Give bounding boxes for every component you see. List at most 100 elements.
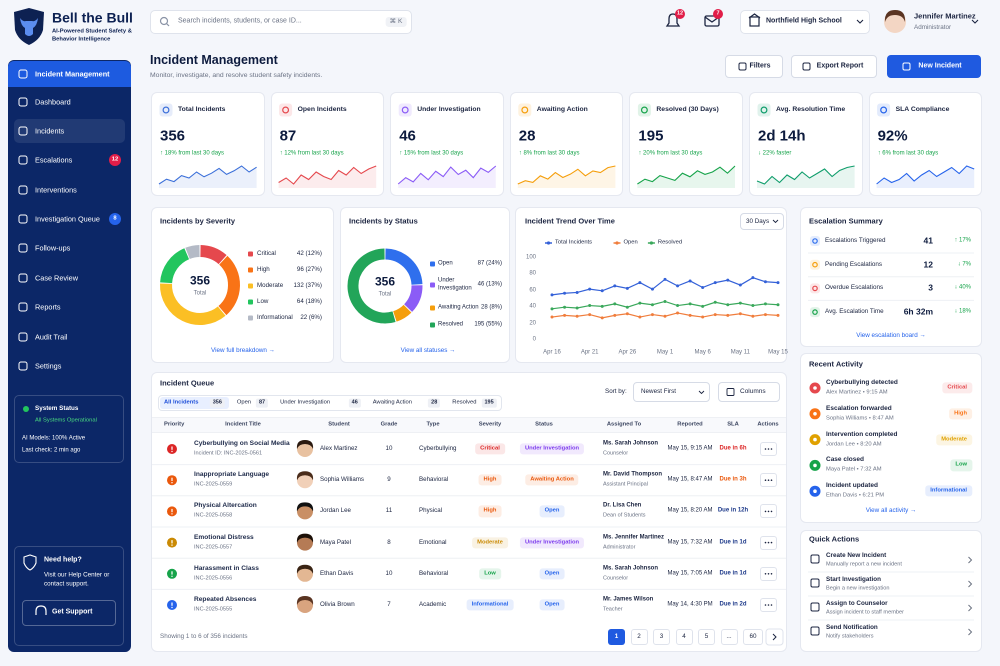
queue-tab-label[interactable]: All Incidents — [164, 399, 199, 406]
incident-title[interactable]: Harassment in Class — [194, 564, 259, 572]
x-tick-label: May 11 — [730, 349, 750, 356]
activity-title: Intervention completed — [826, 430, 898, 438]
nav-label: Incident Management — [35, 69, 110, 79]
table-header-cell: Assigned To — [606, 421, 642, 428]
page-number[interactable]: 5 — [704, 633, 709, 641]
table-header-cell: Student — [328, 421, 350, 428]
panel-link[interactable]: View all activity → — [865, 507, 917, 515]
escalation-label: Pending Escalations — [825, 260, 883, 268]
panel-link[interactable]: View all statuses → — [400, 347, 456, 355]
action-button[interactable] — [887, 55, 981, 78]
queue-tab-label[interactable]: Awaiting Action — [372, 399, 413, 406]
columns-button[interactable] — [718, 382, 780, 402]
incident-title[interactable]: Emotional Distress — [194, 533, 254, 541]
quick-action-desc: Manually report a new incident — [826, 561, 902, 568]
brand-tagline: AI-Powered Student Safety & Behavior Int… — [52, 28, 132, 42]
queue-tab-label[interactable]: Open — [236, 399, 252, 406]
page-button[interactable] — [675, 629, 693, 645]
quick-action-desc: Begin a new investigation — [826, 585, 890, 592]
queue-tab-count: 87 — [255, 398, 269, 408]
search-placeholder: Search incidents, students, or case ID..… — [178, 17, 302, 25]
quick-action-title: Start Investigation — [826, 576, 881, 584]
page-button[interactable] — [743, 629, 763, 645]
queue-tab-count: 46 — [348, 398, 361, 408]
severity-tag: Critical — [475, 443, 505, 455]
incident-title[interactable]: Repeated Absences — [194, 595, 257, 603]
y-tick-label: 60 — [529, 287, 536, 294]
escalation-change: ↓ 18% — [954, 308, 971, 315]
school-selector[interactable] — [740, 10, 870, 34]
legend-value: 64 (18%) — [296, 298, 322, 306]
page-button[interactable] — [630, 629, 648, 645]
student-name: Jordan Lee — [320, 507, 351, 515]
action-button-label[interactable]: New Incident — [918, 62, 962, 70]
search-box[interactable] — [150, 10, 412, 34]
incident-title[interactable]: Cyberbullying on Social Media — [194, 439, 290, 447]
legend-label: Moderate — [257, 282, 284, 290]
action-button-label[interactable]: Export Report — [816, 62, 864, 70]
donut-total: 356 — [374, 274, 396, 289]
sla: Due in 6h — [719, 445, 747, 452]
columns-label[interactable]: Columns — [740, 387, 766, 395]
sort-label: Sort by: — [605, 388, 627, 396]
grade: 7 — [387, 601, 391, 609]
search-shortcut: ⌘ K — [385, 16, 407, 28]
donut-total: 356 — [189, 273, 211, 288]
panel-title: Incidents by Status — [349, 216, 418, 226]
page-number[interactable]: ... — [726, 633, 732, 641]
legend-value: 132 (37%) — [293, 282, 322, 290]
legend-value: 42 (12%) — [296, 250, 322, 258]
page-button[interactable] — [698, 629, 715, 645]
escalation-label: Escalations Triggered — [825, 237, 886, 245]
nav-label: Interventions — [35, 185, 77, 195]
x-tick-label: May 6 — [694, 349, 711, 356]
kpi-label: SLA Compliance — [895, 105, 950, 113]
badge-count: 7 — [716, 10, 720, 17]
activity-title: Case closed — [826, 456, 864, 464]
queue-tab-label[interactable]: Under Investigation — [280, 399, 331, 406]
action-button-label[interactable]: Filters — [749, 62, 771, 70]
assignee-role: Teacher — [603, 606, 623, 613]
reported: May 15, 8:47 AM — [667, 476, 713, 483]
range-select[interactable] — [740, 213, 784, 230]
incident-title[interactable]: Physical Altercation — [194, 502, 257, 510]
escalation-change: ↑ 17% — [954, 237, 971, 244]
type: Cyberbullying — [419, 445, 457, 453]
status-tag: Open — [539, 505, 565, 518]
action-button[interactable] — [725, 55, 783, 78]
incident-title[interactable]: Inappropriate Language — [194, 471, 270, 479]
queue-tab-label[interactable]: Resolved — [452, 399, 477, 406]
panel-link[interactable]: View full breakdown → — [211, 347, 275, 355]
legend-label: High — [257, 266, 270, 274]
page-button[interactable] — [608, 629, 625, 645]
nav-item[interactable] — [8, 61, 131, 87]
page-number[interactable]: 1 — [614, 633, 619, 641]
help-box — [14, 546, 124, 646]
type: Behavioral — [419, 569, 449, 577]
severity-tag: Informational — [466, 599, 514, 611]
page-number[interactable]: 60 — [749, 633, 757, 641]
help-button-label: Get Support — [52, 608, 93, 616]
assignee-role: Counselor — [603, 575, 629, 582]
help-button[interactable] — [22, 600, 116, 626]
action-button[interactable] — [791, 55, 877, 78]
grade: 8 — [387, 538, 391, 546]
assignee-role: Assistant Principal — [603, 481, 648, 488]
page-number[interactable]: 4 — [682, 633, 686, 641]
table-header-cell: Incident Title — [225, 421, 261, 428]
activity-tag: Critical — [942, 382, 972, 394]
escalation-value: 3 — [928, 283, 933, 294]
page-button[interactable] — [653, 629, 670, 645]
page-number[interactable]: 3 — [659, 633, 664, 641]
nav-item[interactable] — [14, 119, 125, 143]
badge-count: 12 — [676, 10, 684, 17]
panel-link[interactable]: View escalation board → — [856, 332, 926, 340]
sort-select[interactable] — [633, 382, 710, 402]
incident-id: INC-2025-0557 — [194, 544, 233, 551]
kpi-value: 28 — [518, 127, 536, 145]
page-number[interactable]: 2 — [637, 633, 641, 641]
kpi-value: 92% — [877, 127, 908, 145]
help-text: Visit our Help Center or contact support… — [44, 571, 110, 588]
escalation-change: ↓ 7% — [957, 260, 971, 267]
page-button[interactable] — [720, 629, 738, 645]
